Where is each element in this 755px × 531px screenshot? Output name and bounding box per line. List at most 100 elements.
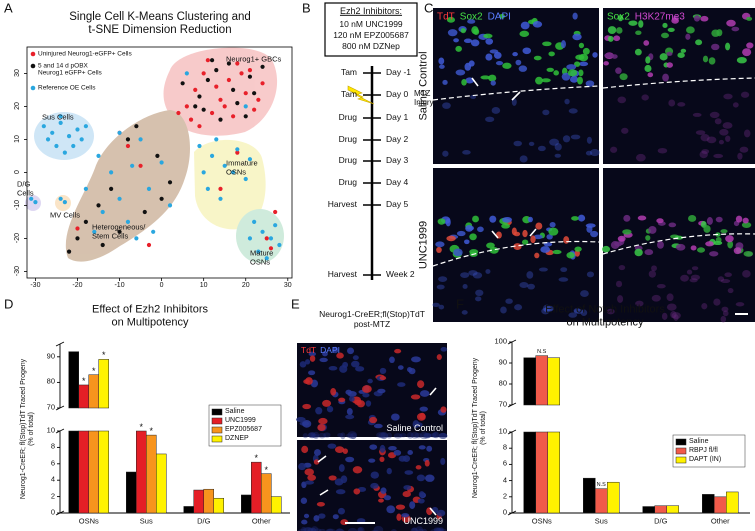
scatter-point [66, 134, 72, 139]
nucleus [415, 526, 424, 531]
scatter-point [235, 61, 240, 66]
arrow [429, 507, 437, 516]
micrograph [432, 168, 600, 322]
scatter-point [243, 114, 248, 119]
nucleus [322, 351, 328, 357]
nucleus [680, 274, 689, 282]
y-tick-label: 30 [13, 69, 21, 78]
nucleus [437, 218, 446, 225]
nucleus [403, 485, 412, 490]
bar [535, 431, 548, 514]
nucleus [732, 102, 739, 108]
scatter-point [193, 87, 198, 92]
scatter-point [205, 77, 210, 83]
nucleus [546, 67, 554, 72]
bar [642, 506, 655, 514]
nucleus [303, 527, 312, 531]
scatter-point [29, 196, 34, 201]
y-tick-label: 6 [502, 459, 507, 469]
nucleus [305, 377, 313, 385]
y-axis-label: Neurog1-CreER; fl(Stop)TdT Traced Progen… [19, 358, 35, 499]
nucleus [440, 457, 446, 466]
nucleus [438, 432, 448, 440]
nucleus [661, 312, 668, 320]
nucleus [379, 367, 387, 374]
nucleus [521, 239, 529, 245]
axis-break [507, 429, 517, 435]
nucleus [433, 527, 444, 531]
inhibitor-item: 10 nM UNC1999 [339, 19, 403, 30]
nucleus [561, 72, 571, 81]
scatter-point [243, 91, 248, 96]
bar [193, 489, 204, 514]
micrograph [602, 8, 755, 164]
nucleus [368, 458, 376, 463]
nucleus [438, 527, 444, 531]
y-tick-label: 90 [498, 357, 507, 367]
nucleus [490, 80, 496, 86]
nucleus [544, 305, 555, 312]
bar [146, 434, 157, 514]
time-label: Day -1 [386, 67, 412, 78]
nucleus [535, 76, 543, 85]
legend-label: DAPT (IN) [689, 455, 722, 463]
nucleus [402, 455, 411, 463]
bar [88, 374, 99, 409]
nucleus [409, 501, 416, 509]
nucleus [485, 269, 491, 274]
nucleus [648, 270, 657, 278]
nucleus [469, 233, 477, 241]
significance-label: N.S [537, 348, 547, 355]
nucleus [380, 431, 388, 440]
nucleus [723, 93, 733, 100]
scatter-point [273, 223, 278, 228]
nucleus [353, 488, 361, 495]
scatter-point [205, 58, 210, 63]
nucleus [472, 215, 479, 223]
nucleus [542, 41, 552, 47]
bar [666, 505, 679, 514]
nucleus [445, 218, 451, 227]
bar [547, 431, 560, 514]
x-tick-label: Other [710, 516, 730, 526]
nucleus [560, 267, 568, 273]
scatter-point [92, 229, 97, 234]
nucleus [499, 13, 505, 19]
scatter-point [247, 157, 253, 162]
arrow [511, 91, 521, 101]
nucleus [695, 39, 703, 46]
scatter-point [218, 186, 223, 191]
legend-marker [30, 51, 36, 57]
nucleus [724, 272, 732, 278]
nucleus [739, 146, 749, 153]
nucleus [586, 136, 592, 144]
time-label: Day 0 [386, 89, 409, 100]
scatter-point [66, 249, 72, 254]
nucleus [573, 308, 584, 315]
nucleus [342, 448, 348, 454]
nucleus [628, 20, 638, 26]
legend-swatch [211, 417, 223, 425]
nucleus [401, 513, 410, 518]
nucleus [308, 351, 316, 357]
channel-label: DAPI [487, 11, 511, 23]
scatter-point [226, 61, 232, 66]
nucleus [522, 229, 528, 238]
nucleus [514, 304, 523, 311]
bar [523, 431, 536, 514]
legend-label: Uninjured Neurog1-eGFP+ Cells [38, 50, 132, 58]
nucleus [335, 489, 346, 495]
nucleus [298, 462, 306, 471]
nucleus [645, 235, 651, 241]
nucleus [577, 214, 586, 222]
x-tick-label: 30 [283, 281, 292, 289]
nucleus [438, 57, 445, 65]
nucleus [337, 433, 344, 438]
scatter-point [252, 91, 257, 96]
nucleus [326, 405, 334, 413]
bar [714, 496, 727, 514]
nucleus [336, 352, 344, 359]
panel-letter: E [291, 296, 300, 312]
nucleus [308, 370, 316, 376]
nucleus [433, 527, 441, 531]
